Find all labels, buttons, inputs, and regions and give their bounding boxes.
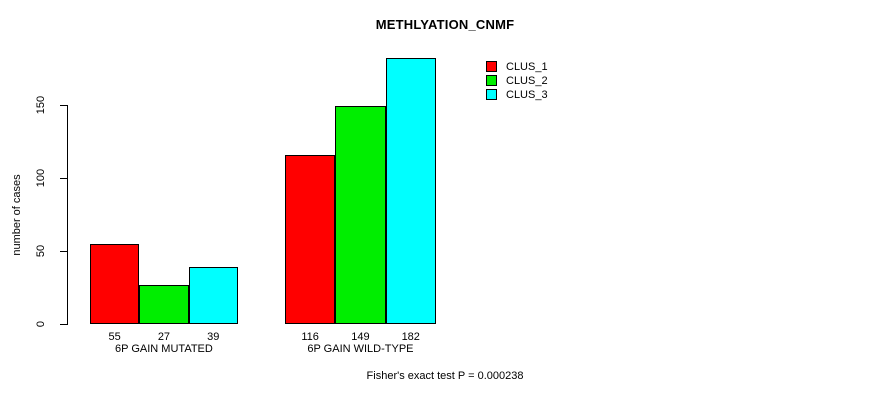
bar	[139, 284, 189, 324]
y-axis-tick-label: 100	[35, 168, 47, 188]
y-axis-tick-mark	[60, 251, 67, 252]
bar	[285, 154, 336, 324]
bar-value-label: 182	[401, 331, 420, 343]
bar-value-label: 149	[351, 331, 370, 343]
legend-item-label: CLUS_3	[506, 89, 548, 101]
bar-value-label: 39	[207, 331, 220, 343]
bar	[90, 243, 140, 324]
bar-value-label: 27	[157, 331, 171, 343]
y-axis-tick-mark	[60, 324, 67, 325]
y-axis-tick-mark	[60, 178, 67, 179]
bar	[385, 58, 436, 324]
y-axis-tick-label: 50	[35, 244, 47, 258]
statistical-test-annotation: Fisher's exact test P = 0.000238	[366, 370, 524, 382]
x-axis-group-label: 6P GAIN WILD-TYPE	[307, 343, 414, 355]
legend-item-label: CLUS_1	[506, 61, 548, 73]
legend-item-label: CLUS_2	[506, 75, 548, 87]
y-axis-title: number of cases	[11, 174, 23, 256]
chart-title: METHLYATION_CNMF	[375, 17, 515, 32]
legend-color-swatch	[486, 75, 497, 86]
legend-color-swatch	[486, 89, 497, 100]
bar-value-label: 116	[301, 331, 319, 343]
bar	[335, 106, 386, 324]
y-axis-line	[67, 105, 68, 325]
y-axis-tick-label: 0	[35, 320, 47, 328]
x-axis-group-label: 6P GAIN MUTATED	[115, 343, 213, 355]
y-axis-tick-label: 150	[35, 95, 47, 115]
bar-value-label: 55	[108, 331, 121, 343]
bar	[188, 267, 238, 324]
y-axis-tick-mark	[60, 105, 67, 106]
legend-color-swatch	[486, 61, 497, 72]
